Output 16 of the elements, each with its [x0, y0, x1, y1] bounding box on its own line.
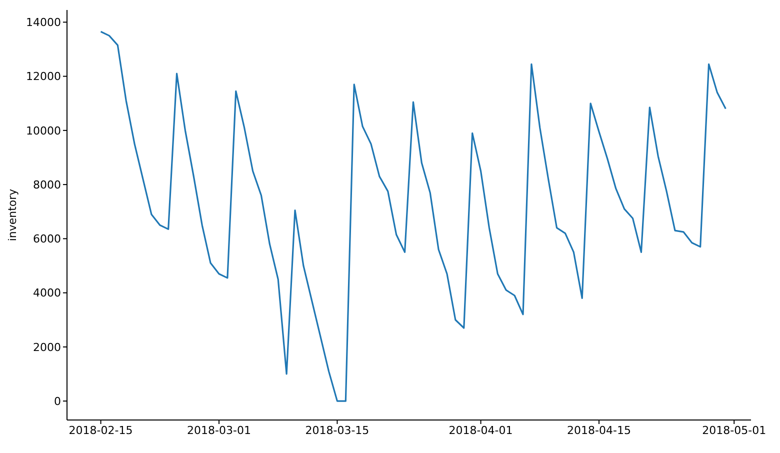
- x-tick-label: 2018-04-01: [448, 424, 513, 437]
- y-axis-title: inventory: [6, 188, 19, 242]
- x-tick-label: 2018-02-15: [68, 424, 133, 437]
- y-tick-label: 0: [54, 394, 61, 408]
- y-tick-label: 2000: [33, 340, 61, 354]
- line-series: [100, 30, 726, 402]
- x-tick-label: 2018-04-15: [567, 424, 631, 437]
- x-tick-label: 2018-05-01: [702, 424, 766, 437]
- y-tick-label: 10000: [26, 124, 61, 138]
- y-tick-label: 6000: [33, 232, 61, 246]
- x-tick-label: 2018-03-15: [305, 424, 370, 437]
- y-tick-label: 4000: [33, 286, 61, 300]
- y-tick-label: 12000: [26, 70, 61, 84]
- x-tick-label: 2018-03-01: [187, 424, 251, 437]
- y-tick-label: 14000: [26, 16, 61, 30]
- y-tick-label: 8000: [33, 178, 61, 192]
